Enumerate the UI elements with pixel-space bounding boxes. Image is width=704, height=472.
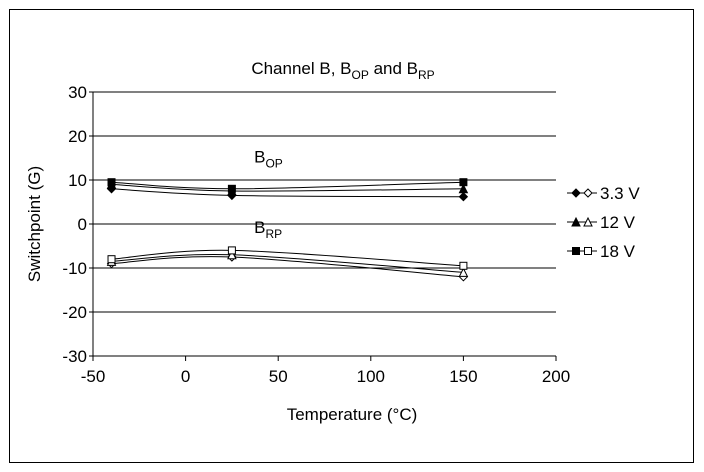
data-point bbox=[459, 178, 468, 187]
legend-label: 12 V bbox=[600, 213, 636, 232]
data-point bbox=[227, 249, 237, 260]
annotation-label: BRP bbox=[254, 218, 282, 241]
y-tick-label: -10 bbox=[62, 259, 87, 278]
x-tick-label: 200 bbox=[542, 367, 570, 386]
data-point bbox=[107, 178, 116, 187]
legend-label: 3.3 V bbox=[600, 184, 640, 203]
legend-marker-filled bbox=[572, 247, 580, 255]
x-tick-label: 100 bbox=[357, 367, 385, 386]
data-point bbox=[107, 255, 116, 264]
legend-marker-open bbox=[583, 216, 593, 227]
y-tick-label: -20 bbox=[62, 303, 87, 322]
x-tick-label: 50 bbox=[269, 367, 288, 386]
x-tick-label: -50 bbox=[81, 367, 106, 386]
y-tick-label: 20 bbox=[68, 127, 87, 146]
legend: 3.3 V 12 V 18 V bbox=[567, 184, 640, 261]
x-tick-label: 150 bbox=[449, 367, 477, 386]
legend-marker-filled bbox=[571, 188, 581, 198]
legend-marker-open bbox=[584, 247, 592, 255]
legend-marker-filled bbox=[571, 216, 581, 227]
data-point bbox=[227, 246, 236, 255]
annotation-label: BOP bbox=[254, 147, 283, 170]
data-point bbox=[458, 267, 469, 277]
data-point bbox=[227, 184, 236, 193]
y-tick-label: 0 bbox=[78, 215, 87, 234]
series-line bbox=[111, 181, 464, 190]
y-tick-label: 30 bbox=[68, 83, 87, 102]
series-line bbox=[111, 256, 464, 278]
series-line bbox=[111, 249, 464, 267]
chart-title: Channel B, BOP and BRP bbox=[251, 59, 434, 82]
data-point bbox=[458, 183, 469, 194]
y-axis-label: Switchpoint (G) bbox=[25, 166, 44, 282]
legend-label: 18 V bbox=[600, 242, 636, 261]
series-line bbox=[111, 254, 464, 273]
data-point bbox=[458, 192, 469, 202]
legend-marker-open bbox=[583, 188, 593, 198]
y-tick-label: 10 bbox=[68, 171, 87, 190]
x-tick-label: 0 bbox=[181, 367, 190, 386]
x-axis-label: Temperature (°C) bbox=[287, 405, 418, 424]
y-tick-label: -30 bbox=[62, 347, 87, 366]
series-line bbox=[111, 183, 464, 192]
series-line bbox=[111, 188, 464, 198]
chart-frame bbox=[9, 9, 694, 463]
data-point bbox=[459, 261, 468, 270]
plot-area: -30 -20 -10 0 10 20 30 -50 0 50 100 150 200 BOP BRP bbox=[62, 83, 570, 386]
